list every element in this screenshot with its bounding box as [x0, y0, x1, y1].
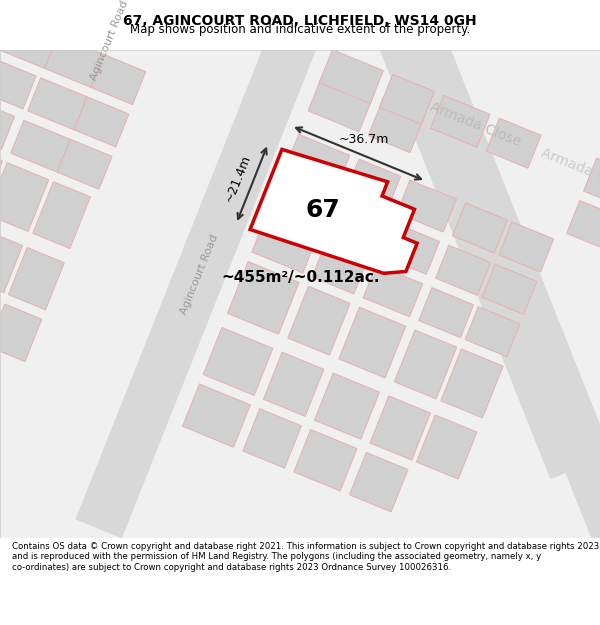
- Polygon shape: [288, 286, 350, 355]
- Polygon shape: [0, 98, 14, 149]
- Text: ~36.7m: ~36.7m: [338, 132, 389, 146]
- Polygon shape: [0, 55, 36, 109]
- Polygon shape: [0, 162, 49, 231]
- Text: Agincourt Road: Agincourt Road: [89, 0, 130, 82]
- Polygon shape: [28, 78, 87, 130]
- Polygon shape: [482, 264, 537, 314]
- Polygon shape: [431, 95, 490, 148]
- Polygon shape: [0, 304, 42, 362]
- Text: 67: 67: [305, 198, 340, 222]
- Polygon shape: [394, 330, 457, 399]
- Polygon shape: [349, 452, 408, 512]
- Polygon shape: [329, 201, 384, 252]
- Text: Map shows position and indicative extent of the property.: Map shows position and indicative extent…: [130, 23, 470, 36]
- Polygon shape: [397, 180, 457, 232]
- Polygon shape: [370, 396, 431, 460]
- Text: ~21.4m: ~21.4m: [223, 152, 253, 204]
- Polygon shape: [227, 261, 299, 334]
- Polygon shape: [252, 219, 316, 273]
- Polygon shape: [286, 134, 350, 188]
- Polygon shape: [486, 118, 541, 168]
- Polygon shape: [566, 201, 600, 252]
- Polygon shape: [465, 307, 520, 357]
- Polygon shape: [419, 288, 473, 338]
- Polygon shape: [263, 352, 324, 416]
- Text: Contains OS data © Crown copyright and database right 2021. This information is : Contains OS data © Crown copyright and d…: [12, 542, 599, 572]
- Polygon shape: [416, 415, 477, 479]
- Polygon shape: [336, 0, 600, 555]
- Text: ~455m²/~0.112ac.: ~455m²/~0.112ac.: [222, 270, 380, 285]
- Text: Armada Close: Armada Close: [539, 146, 600, 195]
- Polygon shape: [436, 245, 490, 296]
- Polygon shape: [11, 120, 70, 172]
- Polygon shape: [339, 307, 406, 378]
- Text: Agincourt Road: Agincourt Road: [179, 233, 220, 316]
- Polygon shape: [0, 229, 23, 292]
- Polygon shape: [308, 73, 374, 132]
- Polygon shape: [294, 429, 357, 491]
- Polygon shape: [76, 0, 339, 538]
- Text: 67, AGINCOURT ROAD, LICHFIELD, WS14 0GH: 67, AGINCOURT ROAD, LICHFIELD, WS14 0GH: [123, 14, 477, 28]
- Polygon shape: [314, 373, 380, 439]
- Polygon shape: [363, 265, 422, 317]
- Polygon shape: [8, 248, 64, 310]
- Polygon shape: [584, 158, 600, 210]
- Polygon shape: [182, 384, 250, 448]
- Polygon shape: [57, 139, 112, 189]
- Polygon shape: [91, 54, 146, 104]
- Polygon shape: [368, 98, 425, 152]
- Polygon shape: [441, 349, 503, 418]
- Polygon shape: [452, 203, 508, 253]
- Polygon shape: [0, 140, 2, 212]
- Polygon shape: [203, 328, 273, 396]
- Polygon shape: [499, 222, 554, 272]
- Polygon shape: [312, 244, 367, 294]
- Polygon shape: [269, 177, 333, 231]
- Polygon shape: [319, 49, 383, 104]
- Polygon shape: [74, 97, 129, 147]
- Polygon shape: [0, 12, 58, 68]
- Polygon shape: [243, 409, 301, 468]
- Polygon shape: [346, 159, 401, 209]
- Polygon shape: [380, 74, 434, 124]
- Polygon shape: [44, 36, 104, 88]
- Polygon shape: [33, 182, 91, 249]
- Text: Armada Close: Armada Close: [428, 100, 523, 149]
- Polygon shape: [288, 0, 597, 479]
- Polygon shape: [380, 222, 439, 274]
- Polygon shape: [250, 149, 417, 273]
